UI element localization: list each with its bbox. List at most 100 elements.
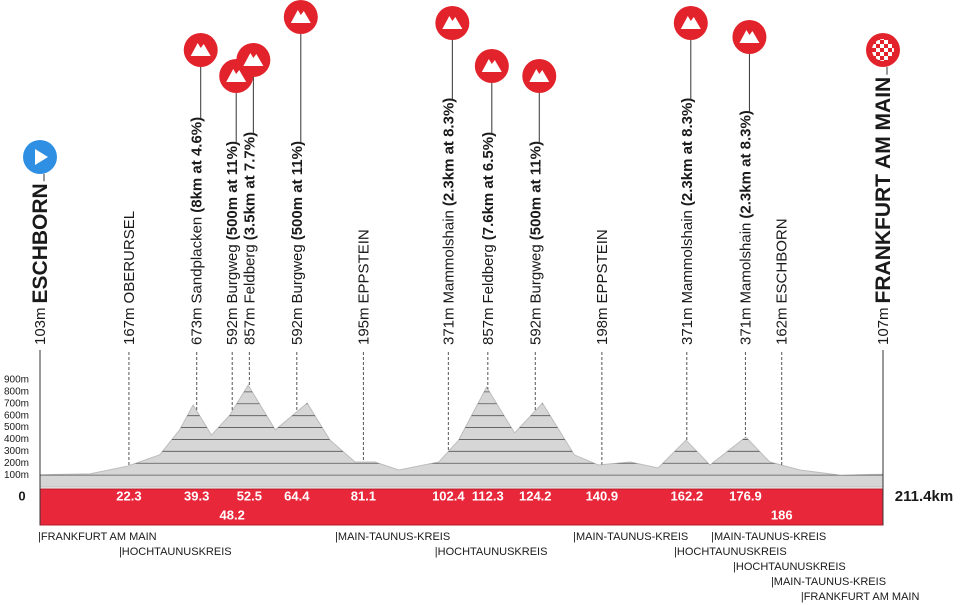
waypoint-label: 857m Feldberg (3.5km at 7.7%): [241, 132, 258, 345]
climb-mountain: [529, 69, 550, 82]
waypoint-climb: (500m at 11%): [224, 141, 241, 240]
region-label: |HOCHTAUNUSKREIS: [435, 546, 548, 558]
waypoint-label: 371m Mammolshain (2.3km at 8.3%): [440, 98, 457, 345]
elevation-area: [39, 384, 884, 488]
waypoint-altitude: 592m: [288, 307, 305, 345]
waypoint-altitude: 592m: [527, 307, 544, 345]
waypoint-climb: (500m at 11%): [527, 141, 544, 240]
waypoint-climb: (500m at 11%): [288, 141, 305, 240]
waypoint-label: 195m EPPSTEIN: [355, 229, 372, 345]
y-tick-label: 300m: [4, 446, 29, 457]
waypoint-name: ESCHBORN: [29, 183, 52, 303]
y-tick-label: 800m: [4, 387, 29, 398]
region-label: |FRANKFURT AM MAIN: [38, 531, 157, 543]
km-label: 186: [771, 507, 793, 522]
waypoint-climb: (3.5km at 7.7%): [241, 132, 258, 240]
waypoint-label: 592m Burgweg (500m at 11%): [527, 141, 544, 345]
waypoint-altitude: 371m: [440, 307, 457, 345]
waypoint-label: 371m Mammolshain (2.3km at 8.3%): [678, 98, 695, 345]
waypoint-label: 857m Feldberg (7.6km at 6.5%): [479, 132, 496, 345]
waypoint-label: 592m Burgweg (500m at 11%): [224, 141, 241, 345]
waypoint-altitude: 857m: [241, 307, 258, 345]
region-label: |HOCHTAUNUSKREIS: [674, 546, 787, 558]
waypoint-name: Mammolshain: [678, 210, 695, 303]
finish-flag: [872, 39, 894, 61]
km-label: 64.4: [284, 488, 310, 503]
start-arrow: [35, 149, 48, 165]
region-label: |MAIN-TAUNUS-KREIS: [335, 531, 450, 543]
waypoint-name: OBERURSEL: [120, 211, 137, 304]
waypoint-name: EPPSTEIN: [593, 229, 610, 303]
km-label: 176.9: [729, 488, 762, 503]
km-label: 162.2: [671, 488, 704, 503]
km-label: 211.4km: [895, 488, 953, 505]
waypoint-altitude: 107m: [875, 307, 892, 345]
waypoint-name: Mammolshain: [440, 210, 457, 303]
waypoint-name: ESCHBORN: [773, 218, 790, 303]
y-tick-label: 200m: [4, 458, 29, 469]
y-tick-label: 600m: [4, 410, 29, 421]
waypoint-altitude: 592m: [224, 307, 241, 345]
waypoint-name: EPPSTEIN: [355, 229, 372, 303]
climb-mountain: [680, 16, 701, 29]
climb-mountain: [190, 43, 211, 56]
y-tick-label: 100m: [4, 470, 29, 481]
waypoint-name: Burgweg: [527, 244, 544, 303]
waypoint-altitude: 103m: [32, 307, 49, 345]
waypoint-label: 167m OBERURSEL: [120, 211, 137, 345]
km-label: 39.3: [184, 488, 209, 503]
climb-mountain: [442, 16, 463, 29]
waypoint-altitude: 371m: [678, 307, 695, 345]
waypoint-altitude: 167m: [120, 307, 137, 345]
y-tick-label: 900m: [4, 375, 29, 386]
waypoint-altitude: 198m: [593, 307, 610, 345]
waypoint-label: 673m Sandplacken (8km at 4.6%): [188, 117, 205, 345]
waypoint-name: Sandplacken: [188, 217, 205, 304]
km-label: 22.3: [116, 488, 141, 503]
km-label: 48.2: [220, 507, 245, 522]
region-label: |MAIN-TAUNUS-KREIS: [573, 531, 688, 543]
waypoint-altitude: 195m: [355, 307, 372, 345]
km-label: 52.5: [237, 488, 262, 503]
waypoint-climb: (2.3km at 8.3%): [440, 98, 457, 206]
waypoint-name: Burgweg: [288, 244, 305, 303]
waypoint-name: FRANKFURT AM MAIN: [872, 77, 895, 304]
waypoint-climb: (7.6km at 6.5%): [479, 132, 496, 240]
climb-mountain: [290, 10, 311, 23]
climb-mountain: [739, 30, 760, 43]
km-label: 124.2: [519, 488, 552, 503]
waypoint-altitude: 857m: [479, 307, 496, 345]
km-label: 102.4: [432, 488, 465, 503]
waypoint-label: 198m EPPSTEIN: [593, 229, 610, 345]
waypoint-label: 371m Mamolshain (2.3km at 8.3%): [737, 110, 754, 345]
km-label: 140.9: [586, 488, 619, 503]
waypoint-name: Feldberg: [479, 244, 496, 303]
region-label: |HOCHTAUNUSKREIS: [733, 561, 846, 573]
waypoint-label: 107m FRANKFURT AM MAIN: [872, 77, 895, 345]
waypoint-label: 592m Burgweg (500m at 11%): [288, 141, 305, 345]
region-label: |MAIN-TAUNUS-KREIS: [711, 531, 826, 543]
waypoint-climb: (8km at 4.6%): [188, 117, 205, 213]
region-label: |HOCHTAUNUSKREIS: [119, 546, 232, 558]
waypoint-altitude: 371m: [737, 307, 754, 345]
climb-mountain: [481, 59, 502, 72]
waypoint-name: Feldberg: [241, 244, 258, 303]
y-tick-label: 500m: [4, 422, 29, 433]
waypoint-label: 162m ESCHBORN: [773, 218, 790, 345]
climb-mountain: [226, 69, 247, 82]
waypoint-altitude: 673m: [188, 307, 205, 345]
y-tick-label: 400m: [4, 434, 29, 445]
km-label: 0: [18, 488, 25, 503]
waypoint-name: Mamolshain: [737, 223, 754, 304]
region-label: |FRANKFURT AM MAIN: [801, 591, 920, 603]
waypoint-name: Burgweg: [224, 244, 241, 303]
climb-mountain: [243, 53, 264, 66]
region-label: |MAIN-TAUNUS-KREIS: [771, 576, 886, 588]
y-tick-label: 700m: [4, 398, 29, 409]
waypoint-altitude: 162m: [773, 307, 790, 345]
km-label: 81.1: [351, 488, 376, 503]
waypoint-label: 103m ESCHBORN: [29, 183, 52, 345]
waypoint-climb: (2.3km at 8.3%): [737, 110, 754, 218]
km-label: 112.3: [472, 488, 504, 503]
